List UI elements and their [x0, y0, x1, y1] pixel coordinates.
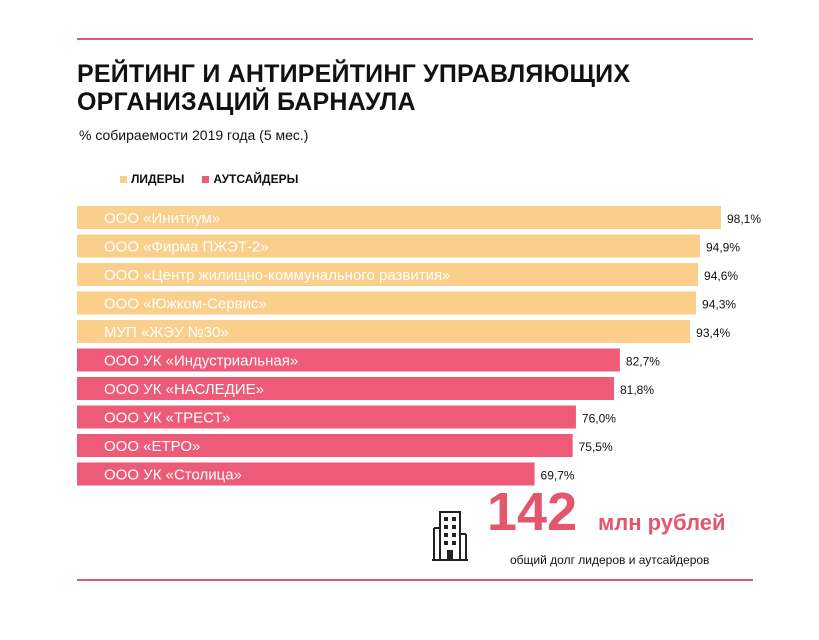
bar-category-label-8: ООО УК «ТРЕСТ» [104, 410, 230, 427]
bar-2 [77, 234, 700, 258]
legend-label-outsiders: АУТСАЙДЕРЫ [213, 172, 299, 186]
bottom-divider [77, 579, 753, 581]
bar-value-label-9: 75,5% [579, 440, 613, 454]
bar-10 [77, 462, 535, 486]
bar-value-label-8: 76,0% [582, 412, 616, 426]
debt-total-caption: общий долг лидеров и аутсайдеров [510, 553, 710, 567]
chart-legend: ЛИДЕРЫ АУТСАЙДЕРЫ [120, 172, 298, 186]
bar-value-label-6: 82,7% [626, 355, 660, 369]
bar-value-label-1: 98,1% [727, 212, 761, 226]
bar-value-label-4: 94,3% [702, 298, 736, 312]
bar-category-label-4: ООО «Южком-Сервис» [104, 296, 267, 313]
bar-6 [77, 348, 620, 372]
legend-swatch-outsiders [202, 175, 210, 183]
legend-item-leaders: ЛИДЕРЫ [120, 172, 184, 186]
bar-category-label-1: ООО «Инитиум» [104, 210, 220, 227]
bar-category-label-3: ООО «Центр жилищно-коммунального развити… [104, 267, 450, 284]
chart-title: РЕЙТИНГ И АНТИРЕЙТИНГ УПРАВЛЯЮЩИХ ОРГАНИ… [77, 60, 757, 116]
bar-category-label-5: МУП «ЖЭУ №30» [104, 324, 229, 341]
top-divider [77, 38, 753, 40]
bar-8 [77, 405, 576, 429]
chart-title-line-1: РЕЙТИНГ И АНТИРЕЙТИНГ УПРАВЛЯЮЩИХ [77, 60, 631, 88]
legend-swatch-leaders [120, 175, 127, 183]
legend-label-leaders: ЛИДЕРЫ [131, 172, 185, 186]
bar-9 [77, 434, 573, 457]
bar-value-label-2: 94,9% [706, 241, 740, 255]
bar-4 [77, 291, 697, 315]
bar-value-label-10: 69,7% [541, 469, 575, 483]
bar-5 [77, 320, 691, 343]
bar-value-label-3: 94,6% [704, 269, 738, 283]
bar-category-label-9: ООО «ЕТРО» [104, 438, 200, 455]
debt-total-unit: млн рублей [598, 510, 726, 535]
building-icon [432, 511, 468, 561]
bar-3 [77, 263, 699, 286]
bar-1 [77, 206, 721, 229]
legend-item-outsiders: АУТСАЙДЕРЫ [202, 172, 298, 186]
bar-category-label-2: ООО «Фирма ПЖЭТ-2» [104, 239, 269, 256]
chart-subtitle: % собираемости 2019 года (5 мес.) [79, 127, 309, 143]
bar-value-label-5: 93,4% [696, 326, 730, 340]
bar-category-label-7: ООО УК «НАСЛЕДИЕ» [104, 381, 264, 398]
debt-total-number: 142 [487, 482, 578, 542]
bar-category-label-10: ООО УК «Столица» [104, 467, 242, 484]
chart-title-line-2: ОРГАНИЗАЦИЙ БАРНАУЛА [77, 88, 416, 116]
bar-value-label-7: 81,8% [620, 383, 654, 397]
bar-7 [77, 377, 614, 400]
bar-category-label-6: ООО УК «Индустриальная» [104, 353, 298, 370]
